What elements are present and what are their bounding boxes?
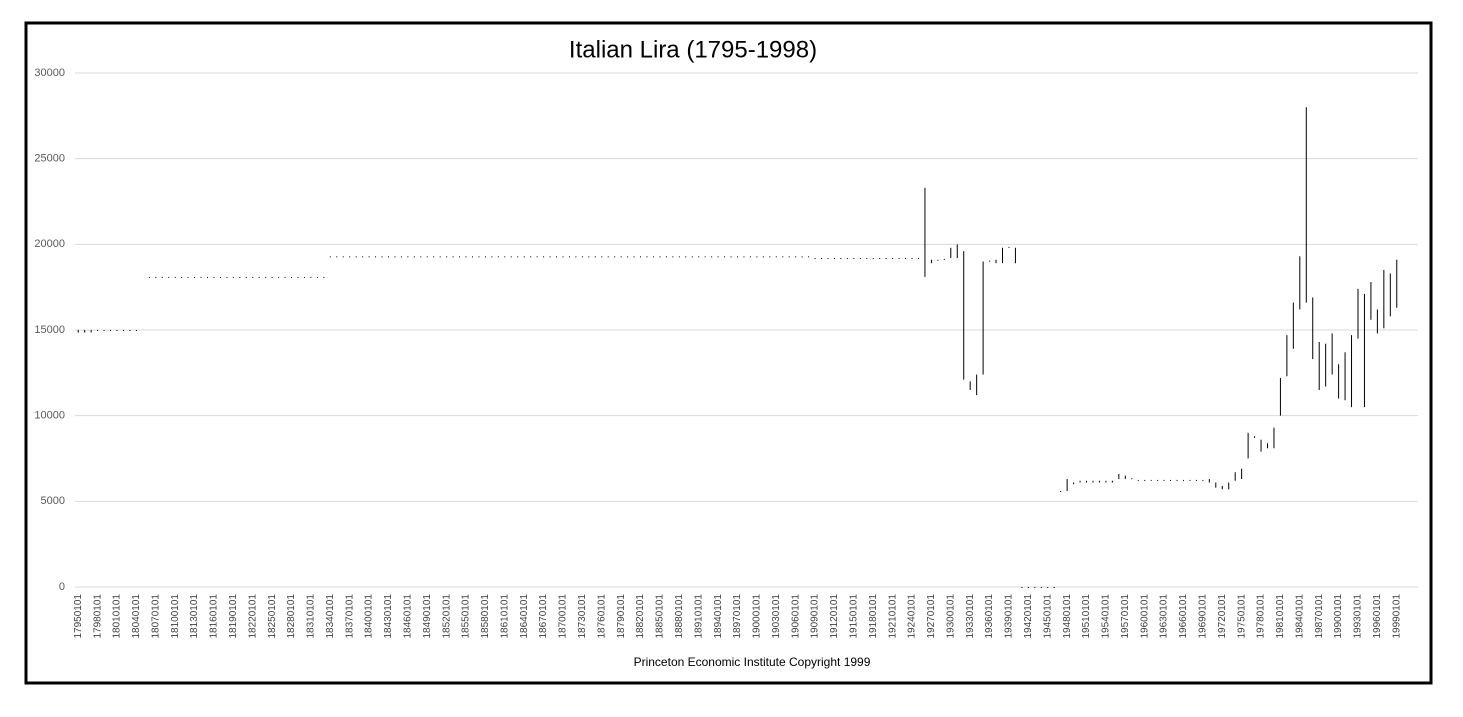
x-tick-label: 18730101 xyxy=(577,594,588,639)
x-tick-label: 19990101 xyxy=(1391,594,1402,639)
x-tick-label: 18670101 xyxy=(538,594,549,639)
x-tick-label: 19090101 xyxy=(810,594,821,639)
y-tick-label: 15000 xyxy=(34,324,65,336)
x-tick-label: 18070101 xyxy=(150,594,161,639)
x-tick-label: 18910101 xyxy=(693,594,704,639)
y-tick-label: 25000 xyxy=(34,153,65,165)
x-tick-label: 19630101 xyxy=(1159,594,1170,639)
x-tick-label: 19960101 xyxy=(1372,594,1383,639)
x-tick-label: 17950101 xyxy=(73,594,84,639)
x-tick-label: 18790101 xyxy=(616,594,627,639)
x-tick-label: 19240101 xyxy=(907,594,918,639)
x-tick-label: 19720101 xyxy=(1217,594,1228,639)
x-tick-label: 19540101 xyxy=(1101,594,1112,639)
x-tick-label: 18760101 xyxy=(596,594,607,639)
x-tick-label: 19210101 xyxy=(887,594,898,639)
x-tick-label: 19120101 xyxy=(829,594,840,639)
x-tick-label: 18640101 xyxy=(519,594,530,639)
x-tick-label: 19570101 xyxy=(1120,594,1131,639)
x-tick-label: 18940101 xyxy=(713,594,724,639)
x-tick-label: 18700101 xyxy=(558,594,569,639)
x-tick-label: 18220101 xyxy=(247,594,258,639)
x-tick-label: 18580101 xyxy=(480,594,491,639)
x-tick-label: 19270101 xyxy=(926,594,937,639)
x-tick-label: 19930101 xyxy=(1353,594,1364,639)
x-tick-label: 19360101 xyxy=(984,594,995,639)
chart-title: Italian Lira (1795-1998) xyxy=(569,36,817,63)
x-tick-label: 19150101 xyxy=(848,594,859,639)
x-tick-label: 19420101 xyxy=(1023,594,1034,639)
x-tick-label: 18040101 xyxy=(131,594,142,639)
x-tick-label: 18340101 xyxy=(325,594,336,639)
x-tick-label: 19300101 xyxy=(945,594,956,639)
x-tick-label: 18970101 xyxy=(732,594,743,639)
x-tick-label: 18610101 xyxy=(499,594,510,639)
chart-caption: Princeton Economic Institute Copyright 1… xyxy=(634,655,871,669)
x-tick-label: 18400101 xyxy=(364,594,375,639)
x-tick-label: 19480101 xyxy=(1062,594,1073,639)
x-tick-label: 18490101 xyxy=(422,594,433,639)
x-tick-label: 17980101 xyxy=(92,594,103,639)
x-tick-label: 18160101 xyxy=(209,594,220,639)
y-tick-label: 20000 xyxy=(34,238,65,250)
x-tick-label: 19750101 xyxy=(1236,594,1247,639)
x-tick-label: 18850101 xyxy=(655,594,666,639)
x-tick-label: 18100101 xyxy=(170,594,181,639)
x-tick-label: 18250101 xyxy=(267,594,278,639)
x-tick-label: 19810101 xyxy=(1275,594,1286,639)
chart-frame xyxy=(24,21,1433,685)
y-tick-label: 0 xyxy=(59,581,65,593)
x-tick-label: 19390101 xyxy=(1004,594,1015,639)
x-tick-label: 18130101 xyxy=(189,594,200,639)
x-tick-label: 19900101 xyxy=(1333,594,1344,639)
x-tick-label: 18550101 xyxy=(461,594,472,639)
x-tick-label: 19840101 xyxy=(1294,594,1305,639)
x-tick-label: 18010101 xyxy=(112,594,123,639)
x-tick-label: 18520101 xyxy=(441,594,452,639)
x-tick-label: 19180101 xyxy=(868,594,879,639)
x-tick-label: 18820101 xyxy=(635,594,646,639)
x-tick-label: 19000101 xyxy=(752,594,763,639)
y-tick-label: 5000 xyxy=(41,495,65,507)
x-tick-label: 19690101 xyxy=(1198,594,1209,639)
y-tick-label: 10000 xyxy=(34,410,65,422)
x-tick-label: 18370101 xyxy=(344,594,355,639)
x-tick-label: 19780101 xyxy=(1256,594,1267,639)
x-tick-label: 18880101 xyxy=(674,594,685,639)
x-tick-label: 18190101 xyxy=(228,594,239,639)
x-tick-label: 19330101 xyxy=(965,594,976,639)
x-tick-label: 18280101 xyxy=(286,594,297,639)
x-tick-label: 18310101 xyxy=(306,594,317,639)
x-tick-label: 19060101 xyxy=(790,594,801,639)
x-tick-label: 19510101 xyxy=(1081,594,1092,639)
x-tick-label: 19030101 xyxy=(771,594,782,639)
x-tick-label: 19660101 xyxy=(1178,594,1189,639)
x-tick-label: 19600101 xyxy=(1139,594,1150,639)
x-tick-label: 18430101 xyxy=(383,594,394,639)
x-tick-label: 19870101 xyxy=(1314,594,1325,639)
y-tick-label: 30000 xyxy=(34,67,65,79)
x-tick-label: 18460101 xyxy=(403,594,414,639)
x-tick-label: 19450101 xyxy=(1042,594,1053,639)
